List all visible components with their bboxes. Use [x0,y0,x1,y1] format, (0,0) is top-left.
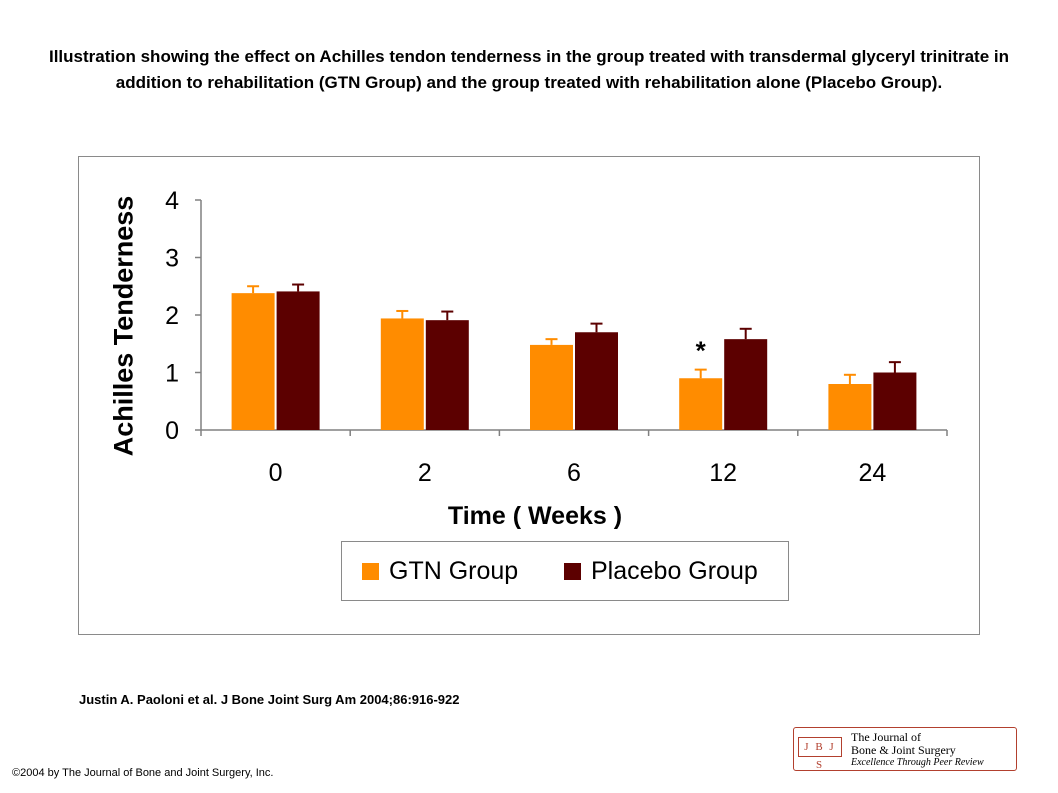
y-tick-label: 4 [165,187,179,215]
y-tick-label: 0 [165,417,179,445]
x-axis-label: Time ( Weeks ) [447,502,623,530]
y-axis-label: Achilles Tenderness [108,195,139,457]
y-tick-label: 1 [165,360,179,388]
x-tick-label: 2 [418,459,432,487]
copyright: ©2004 by The Journal of Bone and Joint S… [12,767,274,779]
bar-gtn [380,318,424,430]
legend-swatch-placebo [564,563,581,580]
legend-label-gtn: GTN Group [389,557,519,585]
legend: GTN Group Placebo Group [341,541,789,601]
logo-line1: The Journal of [851,730,921,744]
logo-line2: Bone & Joint Surgery [851,743,956,757]
y-tick-label: 3 [165,245,179,273]
bar-placebo [724,339,768,430]
x-tick-label: 24 [858,459,886,487]
x-tick-label: 12 [709,459,737,487]
bar-placebo [276,291,320,430]
journal-logo: J B J S The Journal of Bone & Joint Surg… [793,727,1017,771]
bar-gtn [530,344,573,430]
y-tick-label: 2 [165,302,179,330]
bar-gtn [828,384,872,430]
x-tick-label: 0 [269,459,283,487]
legend-item-gtn: GTN Group [362,557,518,586]
legend-label-placebo: Placebo Group [591,557,758,585]
significance-marker: * [696,336,707,366]
figure-title: Illustration showing the effect on Achil… [48,47,1010,92]
legend-item-placebo: Placebo Group [564,557,758,586]
bar-gtn [231,293,275,430]
bar-placebo [425,320,469,430]
logo-mark: J B J S [798,737,842,771]
bar-gtn [679,378,723,430]
bar-placebo [575,332,618,430]
logo-line3: Excellence Through Peer Review [851,757,984,768]
citation: Justin A. Paoloni et al. J Bone Joint Su… [79,692,460,707]
bar-placebo [873,372,917,430]
x-tick-label: 6 [567,459,581,487]
legend-swatch-gtn [362,563,379,580]
